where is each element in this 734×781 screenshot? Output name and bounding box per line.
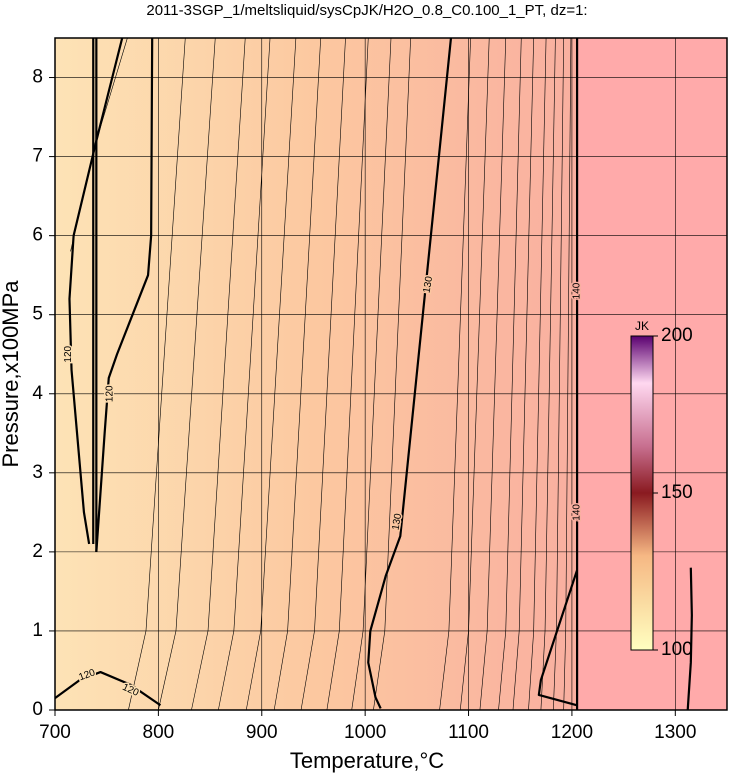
contour-line	[300, 37, 346, 711]
contour-line	[439, 37, 471, 711]
y-tick-label: 3	[32, 462, 43, 483]
field-low	[55, 38, 578, 710]
y-tick-label: 4	[32, 383, 43, 404]
y-tick-label: 6	[32, 225, 43, 246]
contour-label: 120	[104, 385, 115, 402]
bold-contour-line	[68, 37, 124, 545]
contour-line	[373, 37, 411, 711]
x-axis-label: Temperature,°C	[290, 748, 444, 773]
colorbar-label: JK	[635, 319, 649, 333]
bold-contour-line	[54, 670, 162, 707]
colorbar-tick-label: 150	[661, 482, 693, 503]
x-tick-label: 1300	[654, 722, 696, 743]
y-tick-label: 2	[32, 541, 43, 562]
colorbar-tick-label: 200	[661, 325, 693, 346]
contour-line	[273, 37, 321, 711]
y-tick-label: 0	[32, 699, 43, 720]
bold-contour-line	[95, 37, 154, 552]
contour-line	[479, 37, 507, 711]
x-tick-label: 1100	[448, 722, 489, 743]
contour-label: 130	[421, 275, 435, 294]
x-tick-label: 1200	[551, 722, 593, 743]
contour-line	[158, 37, 216, 711]
contour-label: 140	[572, 282, 583, 299]
contour-label: 140	[572, 504, 583, 521]
bold-contour-line	[686, 567, 693, 711]
contour-line	[351, 37, 392, 711]
bold-contour-line	[537, 569, 579, 707]
contour-label: 120	[63, 345, 74, 362]
contour-line	[563, 37, 572, 711]
contour-line	[191, 37, 246, 711]
plot-frame	[54, 37, 728, 711]
y-tick-label: 8	[32, 67, 43, 88]
y-tick-label: 7	[32, 146, 43, 167]
contour-line	[245, 37, 297, 711]
contour-line	[326, 37, 369, 711]
contour-line	[459, 37, 490, 711]
x-tick-label: 1000	[344, 722, 386, 743]
y-tick-label: 1	[32, 620, 43, 641]
contour-line	[512, 37, 534, 711]
bold-contour-line	[367, 37, 453, 709]
contour-line	[498, 37, 522, 711]
colorbar	[630, 335, 654, 651]
contour-line	[540, 37, 556, 711]
colorbar-tick-label: 100	[661, 639, 693, 660]
contour-line	[218, 37, 271, 711]
y-tick-label: 5	[32, 304, 43, 325]
chart-title: 2011-3SGP_1/meltsliquid/sysCpJK/H2O_0.8_…	[146, 2, 587, 19]
contour-label: 130	[390, 512, 404, 531]
x-tick-label: 900	[246, 722, 278, 743]
contour-line	[528, 37, 547, 711]
contour-line	[128, 37, 186, 711]
x-tick-label: 800	[143, 722, 175, 743]
y-axis-label: Pressure,x100MPa	[0, 280, 23, 468]
x-tick-label: 700	[39, 722, 71, 743]
